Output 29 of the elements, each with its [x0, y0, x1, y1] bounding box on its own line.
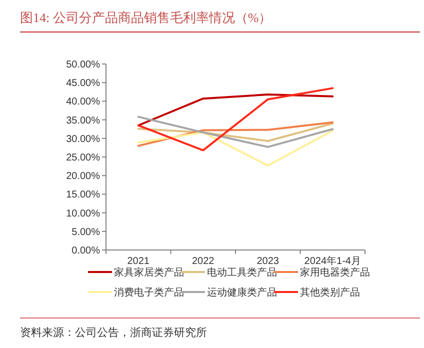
legend-label: 家具家居类产品 [114, 266, 184, 278]
line-series [137, 87, 334, 152]
y-tick-label: 0.00% [72, 246, 100, 256]
line-series [137, 130, 334, 167]
y-tick-label: 30.00% [66, 134, 100, 145]
line-series [137, 121, 334, 147]
x-tick-label: 2024年1-4月 [304, 255, 361, 267]
y-tick-label: 15.00% [66, 190, 100, 201]
y-tick-label: 25.00% [66, 152, 100, 164]
legend-label: 消费电子类产品 [114, 286, 184, 298]
y-tick-label: 20.00% [66, 171, 100, 182]
line-series [137, 122, 334, 142]
line-series [137, 116, 334, 148]
x-tick-label: 2021 [127, 256, 150, 267]
y-tick-label: 45.00% [66, 78, 100, 90]
x-tick-label: 2023 [256, 256, 280, 267]
y-tick-label: 10.00% [66, 208, 100, 220]
y-tick-label: 5.00% [72, 226, 100, 238]
chart-title: 图14: 公司分产品商品销售毛利率情况（%） [20, 10, 272, 25]
line-series [137, 94, 334, 126]
legend-label: 运动健康类产品 [207, 286, 277, 298]
legend-label: 家用电器类产品 [300, 266, 370, 278]
text: 资料来源：公司公告，浙商证券研究所 [20, 326, 207, 339]
y-tick-label: 40.00% [66, 96, 100, 108]
y-tick-label: 50.00% [66, 60, 100, 70]
x-tick-label: 2022 [192, 256, 215, 267]
legend-label: 其他类别产品 [300, 286, 360, 298]
legend-label: 电动工具类产品 [207, 266, 277, 278]
y-tick-label: 35.00% [66, 115, 100, 126]
